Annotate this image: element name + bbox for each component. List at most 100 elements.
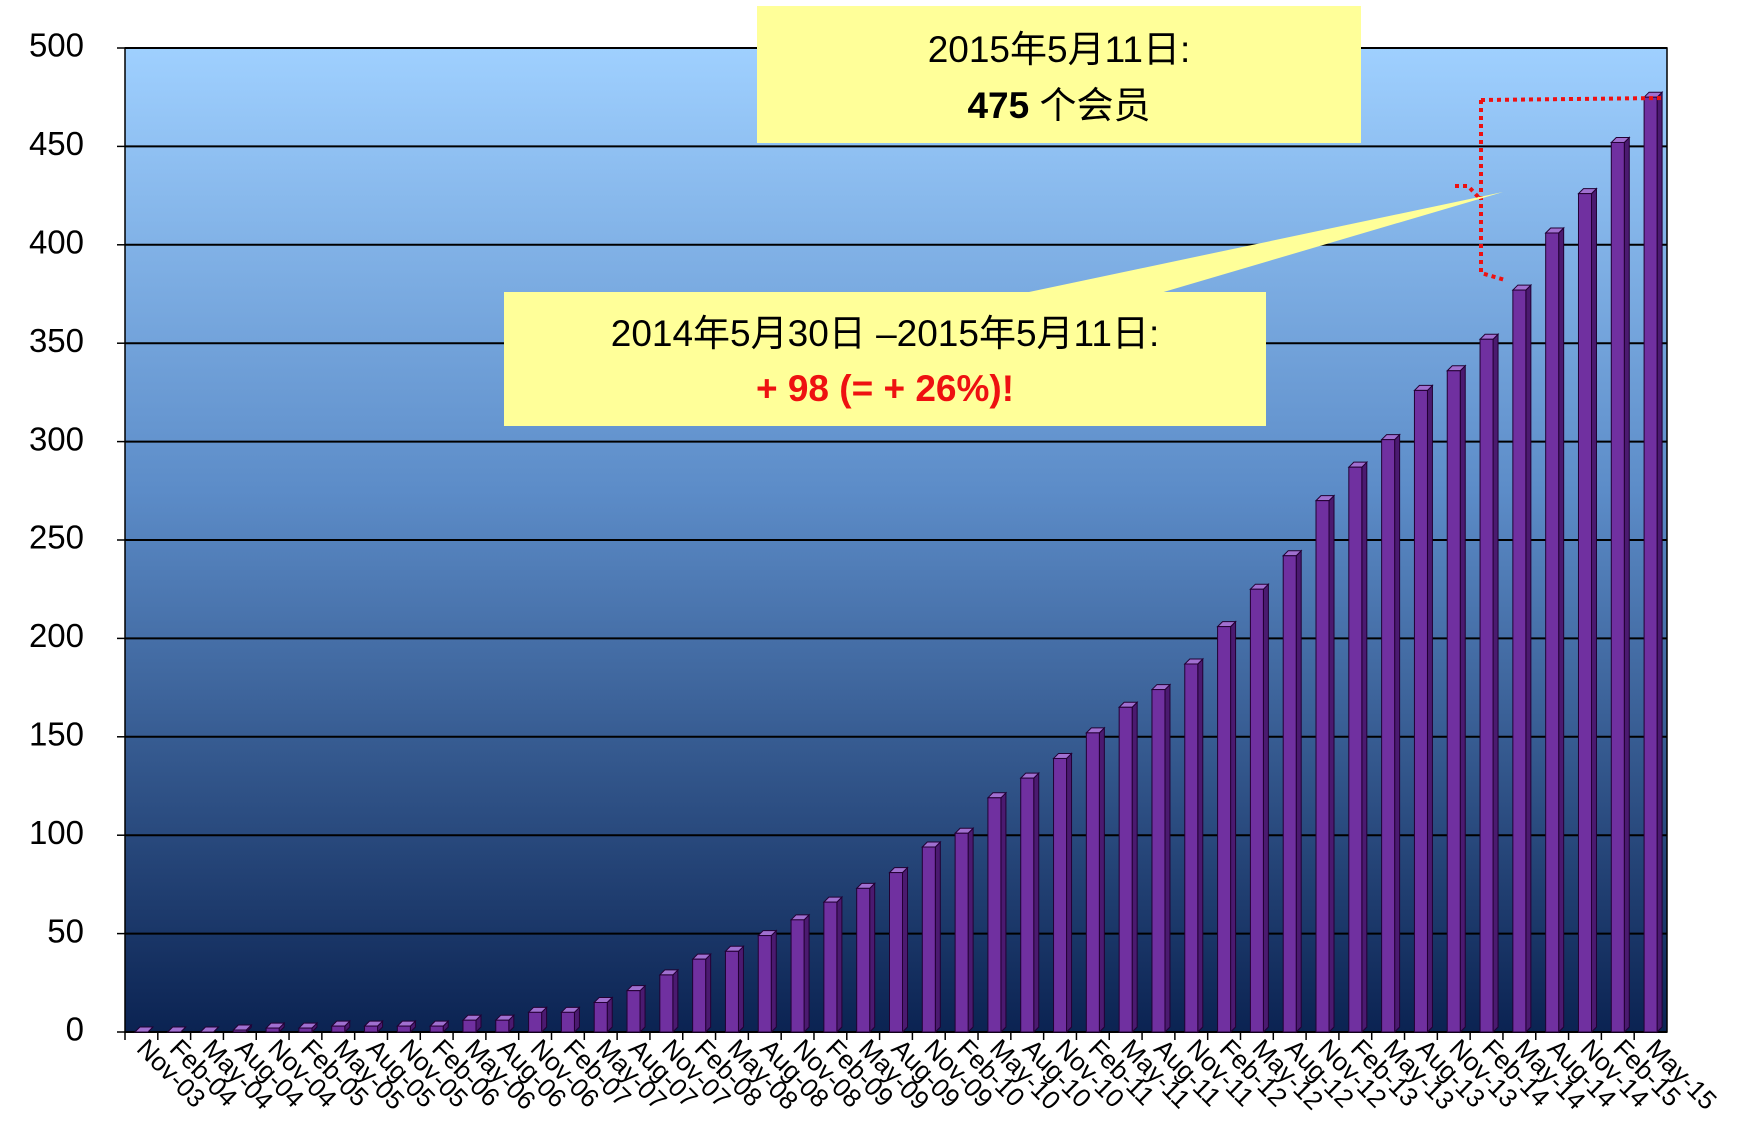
bar-side: [803, 913, 810, 1034]
y-tick-label: 450: [29, 125, 84, 162]
bar-side: [1590, 187, 1597, 1034]
y-tick-label: 250: [29, 519, 84, 556]
bar-side: [1295, 549, 1302, 1034]
bar-side: [1197, 657, 1204, 1034]
bar: [921, 846, 936, 1033]
bar: [954, 832, 969, 1033]
bar-side: [1328, 494, 1335, 1034]
bar: [364, 1025, 379, 1033]
y-tick-label: 500: [29, 27, 84, 64]
bar: [1151, 689, 1166, 1033]
bar: [823, 901, 838, 1033]
annotation: 2014年5月30日 –2015年5月11日:: [611, 313, 1159, 354]
bar-side: [1459, 364, 1466, 1034]
bar: [626, 990, 641, 1033]
bar: [462, 1019, 477, 1033]
bar: [560, 1011, 575, 1033]
bar-side: [1230, 620, 1237, 1034]
bar: [1184, 663, 1199, 1033]
bar: [1577, 193, 1592, 1033]
bar: [1446, 370, 1461, 1033]
bar: [790, 919, 805, 1033]
bar: [1282, 555, 1297, 1033]
bar-side: [1394, 433, 1401, 1034]
bar: [1643, 96, 1658, 1033]
bar-side: [639, 984, 646, 1034]
bar: [495, 1019, 510, 1033]
bar-side: [1525, 283, 1532, 1034]
bar-side: [934, 840, 941, 1034]
bar-side: [902, 866, 908, 1034]
bar: [1512, 289, 1527, 1033]
bar-side: [1066, 752, 1073, 1034]
annotation: + 98 (= + 26%)!: [756, 368, 1014, 409]
bar: [232, 1029, 247, 1033]
bar: [429, 1025, 444, 1033]
bar-side: [1000, 791, 1007, 1034]
bar: [1545, 232, 1560, 1033]
callout-box: [504, 292, 1266, 426]
bar: [1217, 626, 1232, 1033]
bar: [1085, 732, 1100, 1033]
bar: [298, 1027, 313, 1033]
bar-side: [1262, 582, 1269, 1034]
bar-side: [836, 895, 843, 1034]
bar-side: [770, 929, 777, 1034]
bar: [724, 950, 739, 1033]
bar: [1249, 588, 1264, 1033]
bar-top: [199, 1026, 220, 1033]
bar: [265, 1027, 280, 1033]
bar-side: [1623, 136, 1630, 1034]
bar-side: [1426, 384, 1433, 1034]
bar-side: [967, 827, 974, 1034]
bar: [593, 1001, 608, 1033]
bar-side: [869, 882, 876, 1034]
bar: [331, 1025, 346, 1033]
y-tick-label: 300: [29, 420, 84, 457]
y-tick-label: 50: [47, 912, 84, 949]
bar: [889, 872, 903, 1033]
bar-side: [705, 952, 712, 1034]
bar: [692, 958, 707, 1033]
y-tick-label: 150: [29, 716, 84, 753]
y-tick-label: 0: [66, 1011, 84, 1048]
bar-side: [737, 945, 744, 1034]
y-tick-label: 400: [29, 224, 84, 261]
bar-side: [1131, 701, 1138, 1034]
bar: [1381, 439, 1396, 1033]
bar: [987, 797, 1002, 1033]
bar-side: [1558, 226, 1565, 1034]
bar: [1610, 141, 1625, 1033]
bar-side: [1361, 460, 1368, 1034]
callout-pointer: [1010, 192, 1503, 296]
bar-side: [672, 968, 679, 1034]
y-tick-label: 350: [29, 322, 84, 359]
annotation: 475 个会员: [967, 85, 1150, 126]
bar: [856, 887, 871, 1033]
bar: [1118, 706, 1133, 1033]
bar-side: [1033, 771, 1040, 1034]
bar: [1348, 466, 1363, 1033]
annotation: 2015年5月11日:: [928, 29, 1191, 70]
y-tick-label: 200: [29, 617, 84, 654]
bar-side: [1164, 683, 1171, 1034]
bar: [1053, 757, 1068, 1033]
bar-side: [1656, 90, 1663, 1034]
bar: [659, 974, 674, 1033]
annotation: 475: [967, 85, 1029, 126]
bar: [1315, 500, 1330, 1033]
bar: [528, 1011, 543, 1033]
bar-top: [133, 1026, 155, 1033]
bracket: [1455, 96, 1666, 282]
bar-side: [1098, 726, 1105, 1034]
annotation: 个会员: [1040, 85, 1151, 126]
bar: [757, 935, 772, 1033]
bar-top: [166, 1026, 187, 1033]
bar: [1479, 338, 1494, 1033]
callout-box: [757, 6, 1361, 143]
bar: [1020, 777, 1035, 1033]
bar-side: [606, 996, 613, 1034]
y-tick-label: 100: [29, 814, 84, 851]
bar: [396, 1025, 411, 1033]
